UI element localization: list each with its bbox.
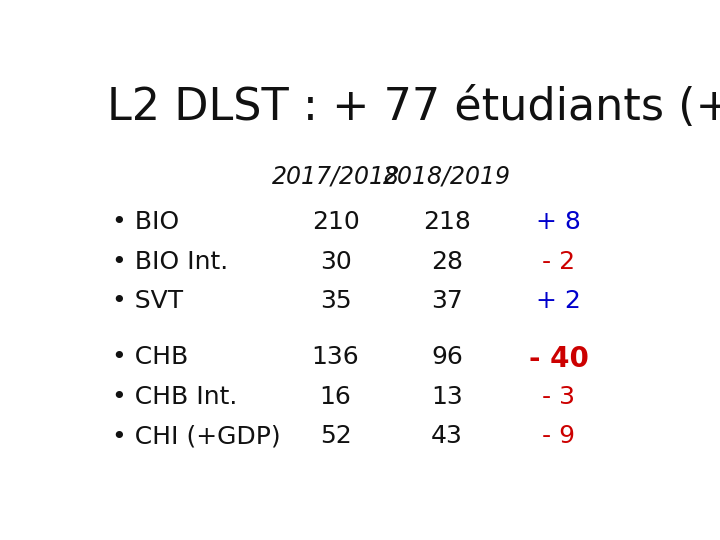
Text: 210: 210 <box>312 210 359 234</box>
Text: • CHB Int.: • CHB Int. <box>112 385 238 409</box>
Text: - 9: - 9 <box>542 424 575 448</box>
Text: - 3: - 3 <box>542 385 575 409</box>
Text: 52: 52 <box>320 424 351 448</box>
Text: 96: 96 <box>431 346 463 369</box>
Text: 35: 35 <box>320 289 351 313</box>
Text: 2017/2018: 2017/2018 <box>271 165 400 188</box>
Text: 30: 30 <box>320 250 351 274</box>
Text: • BIO: • BIO <box>112 210 179 234</box>
Text: • BIO Int.: • BIO Int. <box>112 250 228 274</box>
Text: 136: 136 <box>312 346 359 369</box>
Text: 37: 37 <box>431 289 463 313</box>
Text: • CHB: • CHB <box>112 346 189 369</box>
Text: 13: 13 <box>431 385 463 409</box>
Text: • SVT: • SVT <box>112 289 184 313</box>
Text: + 2: + 2 <box>536 289 581 313</box>
Text: 28: 28 <box>431 250 463 274</box>
Text: 218: 218 <box>423 210 471 234</box>
Text: - 2: - 2 <box>542 250 575 274</box>
Text: 16: 16 <box>320 385 351 409</box>
Text: 2018/2019: 2018/2019 <box>383 165 511 188</box>
Text: 43: 43 <box>431 424 463 448</box>
Text: • CHI (+GDP): • CHI (+GDP) <box>112 424 281 448</box>
Text: - 40: - 40 <box>528 346 589 374</box>
Text: + 8: + 8 <box>536 210 581 234</box>
Text: L2 DLST : + 77 étudiants (+ 7,3 %): L2 DLST : + 77 étudiants (+ 7,3 %) <box>107 85 720 129</box>
